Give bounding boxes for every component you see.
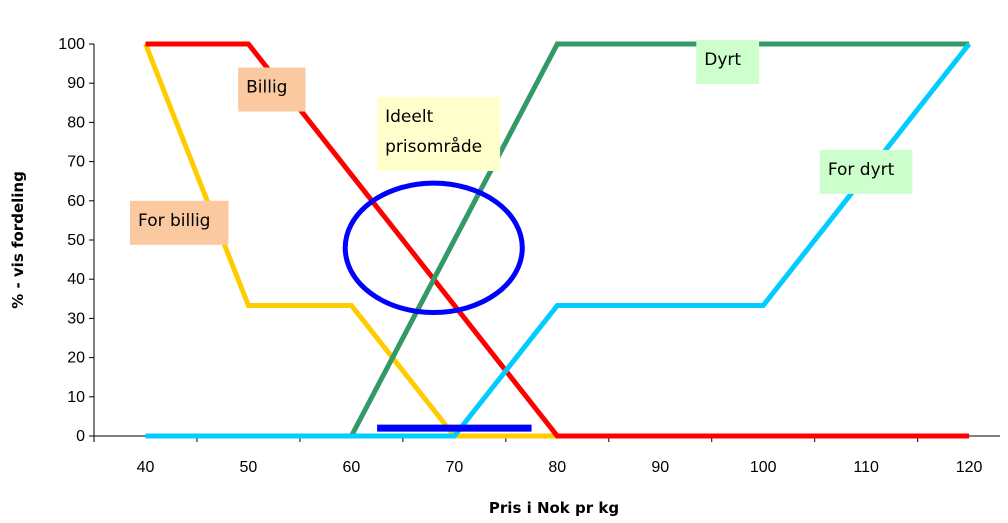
annotation-2: Billig [238,67,306,112]
y-tick-label: 20 [67,350,85,367]
x-tick-label: 90 [651,459,669,476]
annotation-box [238,67,306,112]
annotation-text: prisområde [385,136,482,157]
y-tick-label: 50 [67,232,85,249]
x-tick-label: 120 [956,459,983,476]
annotation-box [130,200,229,245]
series-line-4 [145,42,972,439]
annotation-text: Billig [246,78,287,98]
x-tick-label: 40 [137,459,155,476]
x-tick-label: 60 [342,459,360,476]
y-tick-label: 10 [67,389,85,406]
annotation-5: For dyrt [819,149,913,194]
x-tick-label: 110 [853,459,879,476]
y-tick-label: 30 [67,310,85,327]
annotation-3: Ideelt prisområde [377,96,501,171]
annotation-4: Dyrt [696,40,760,85]
annotation-box [377,96,501,171]
annotation-box [696,40,760,85]
annotation-1: For billig [130,200,229,245]
x-tick-label: 50 [240,459,258,476]
ideal-range-ellipse [342,180,525,316]
annotation-text: For billig [138,211,210,231]
annotations: For billig Billig Ideelt prisområde Dyrt For … [130,40,913,245]
x-axis-title: Pris i Nok pr kg [489,499,619,517]
annotation-box [819,149,913,194]
annotation-text: Ideelt [385,107,433,127]
y-tick-label: 100 [58,36,85,53]
series-line-2 [145,41,970,439]
y-axis-title: % - vis fordeling [9,171,27,309]
annotation-text: For dyrt [828,160,895,180]
y-tick-label: 0 [76,428,85,445]
y-tick-label: 80 [67,114,85,131]
y-tick-label: 90 [67,75,85,92]
x-tick-label: 80 [548,459,566,476]
x-tick-label: 100 [750,459,777,476]
ideal-markers [342,180,532,432]
axes: 0 10 20 30 40 50 60 70 80 90 100 40 50 60 70 80 90 100 110… [58,36,1000,476]
y-tick-label: 70 [67,154,85,171]
y-tick-label: 40 [67,271,85,288]
y-tick-label: 60 [67,193,85,210]
x-tick-label: 70 [445,459,463,476]
annotation-text: Dyrt [704,50,741,70]
